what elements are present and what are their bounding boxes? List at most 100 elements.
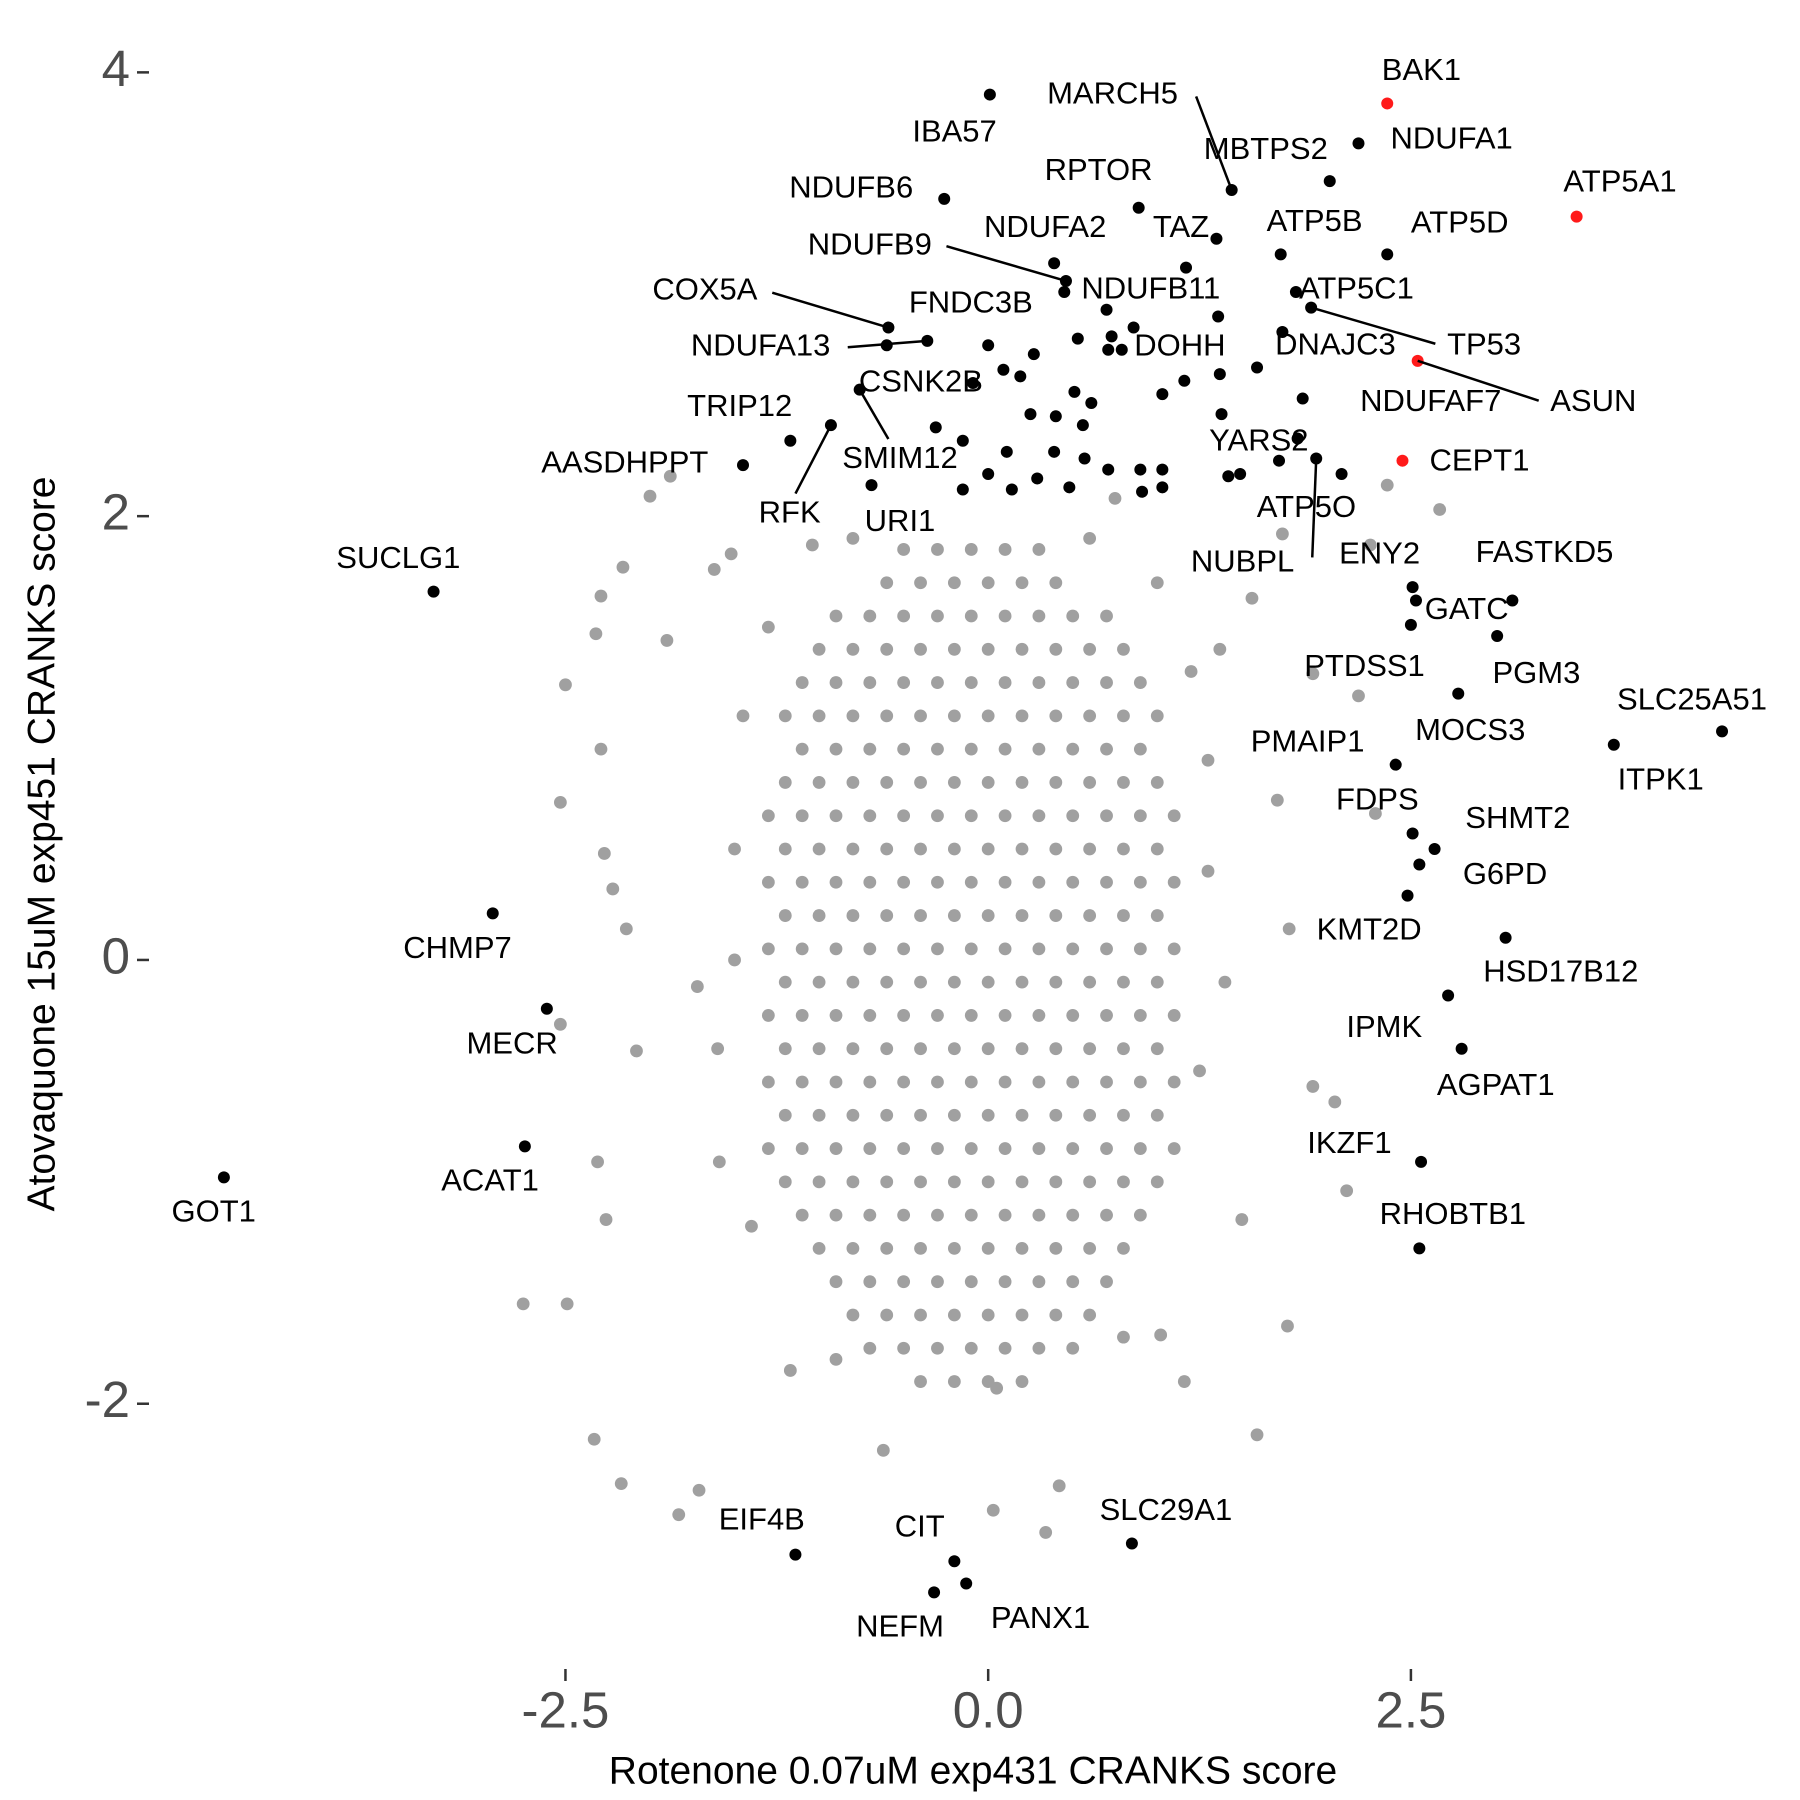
point bbox=[1032, 676, 1046, 689]
point bbox=[1032, 1142, 1046, 1155]
point bbox=[1049, 909, 1063, 922]
point bbox=[947, 842, 961, 856]
point-label: NDUFB6 bbox=[789, 169, 913, 204]
point bbox=[1066, 942, 1080, 956]
point bbox=[1340, 1184, 1354, 1198]
point bbox=[880, 709, 894, 723]
point bbox=[1015, 909, 1029, 922]
point-label: ENY2 bbox=[1339, 535, 1420, 570]
point bbox=[986, 1503, 1000, 1517]
highlight-point bbox=[1048, 445, 1061, 458]
point bbox=[947, 1108, 961, 1122]
point bbox=[1032, 742, 1046, 756]
point bbox=[1167, 1009, 1181, 1022]
point bbox=[1049, 1042, 1063, 1056]
point bbox=[1066, 1009, 1080, 1022]
highlight-point bbox=[1180, 261, 1193, 274]
leader-line bbox=[858, 389, 890, 440]
point bbox=[931, 543, 944, 556]
point bbox=[947, 1375, 961, 1388]
point bbox=[829, 809, 843, 823]
point bbox=[914, 1308, 927, 1322]
highlight-point bbox=[1406, 581, 1419, 594]
point bbox=[1133, 676, 1147, 689]
point bbox=[778, 1042, 792, 1056]
point bbox=[1032, 1341, 1046, 1355]
point-label: SUCLG1 bbox=[336, 540, 460, 575]
point-label: GOT1 bbox=[171, 1194, 255, 1229]
point bbox=[897, 543, 911, 556]
point-label: NEFM bbox=[856, 1608, 944, 1643]
highlight-point bbox=[1442, 989, 1455, 1002]
point bbox=[863, 676, 877, 689]
highlight-point bbox=[1413, 1242, 1426, 1255]
highlight-point bbox=[1014, 370, 1027, 383]
point bbox=[846, 1308, 860, 1322]
point-label: NDUFA2 bbox=[984, 209, 1106, 244]
highlight-point bbox=[1404, 618, 1417, 631]
point bbox=[947, 1242, 961, 1255]
point bbox=[964, 609, 978, 623]
point bbox=[1117, 709, 1130, 723]
point bbox=[1066, 809, 1080, 823]
point-label: AGPAT1 bbox=[1437, 1067, 1555, 1102]
highlight-point bbox=[1000, 445, 1013, 458]
point bbox=[1049, 576, 1063, 590]
point bbox=[981, 842, 995, 856]
highlight-point bbox=[1085, 396, 1098, 409]
point bbox=[931, 809, 944, 823]
point bbox=[931, 1341, 944, 1355]
highlight-point bbox=[1071, 332, 1084, 345]
point-label: NDUFA1 bbox=[1390, 121, 1512, 156]
point-label: IPMK bbox=[1346, 1009, 1422, 1044]
point bbox=[863, 742, 877, 756]
point-label: ASUN bbox=[1550, 383, 1636, 418]
point-label: CHMP7 bbox=[403, 930, 512, 965]
highlight-point bbox=[486, 907, 499, 920]
point bbox=[1066, 742, 1080, 756]
point bbox=[846, 842, 860, 856]
point bbox=[1032, 1275, 1046, 1289]
point bbox=[947, 1308, 961, 1322]
point bbox=[599, 1213, 613, 1226]
point bbox=[1167, 875, 1181, 889]
point-label: PTDSS1 bbox=[1304, 648, 1425, 683]
point bbox=[761, 875, 775, 889]
point bbox=[711, 1042, 725, 1056]
point bbox=[643, 489, 657, 503]
point bbox=[1100, 1009, 1113, 1022]
point bbox=[812, 909, 826, 922]
point-label: GATC bbox=[1425, 591, 1509, 626]
point-label: NDUFAF7 bbox=[1360, 383, 1501, 418]
point bbox=[998, 942, 1012, 956]
point bbox=[1282, 922, 1296, 936]
point-label: URI1 bbox=[865, 503, 936, 538]
highlight-point bbox=[1409, 594, 1422, 607]
point bbox=[1100, 942, 1113, 956]
point bbox=[1049, 1308, 1063, 1322]
highlight-point bbox=[1005, 483, 1018, 496]
highlight-point bbox=[1134, 463, 1147, 476]
point bbox=[846, 1175, 860, 1189]
point bbox=[795, 1208, 809, 1222]
point bbox=[1083, 531, 1097, 545]
point bbox=[1117, 909, 1130, 922]
point bbox=[914, 576, 927, 590]
point bbox=[1193, 1064, 1206, 1078]
point bbox=[1133, 809, 1147, 823]
point bbox=[1049, 1242, 1063, 1255]
highlight-point bbox=[1607, 738, 1620, 751]
point bbox=[589, 627, 603, 641]
point bbox=[1177, 1375, 1191, 1388]
point-label: TRIP12 bbox=[687, 388, 792, 423]
point-label: FASTKD5 bbox=[1476, 534, 1614, 569]
highlight-point bbox=[997, 363, 1010, 376]
point bbox=[863, 609, 877, 623]
point bbox=[1245, 591, 1259, 605]
point-label: SLC25A51 bbox=[1617, 682, 1767, 717]
point bbox=[914, 842, 927, 856]
point bbox=[761, 620, 775, 634]
point bbox=[998, 609, 1012, 623]
point bbox=[880, 975, 894, 989]
point bbox=[1083, 1175, 1097, 1189]
